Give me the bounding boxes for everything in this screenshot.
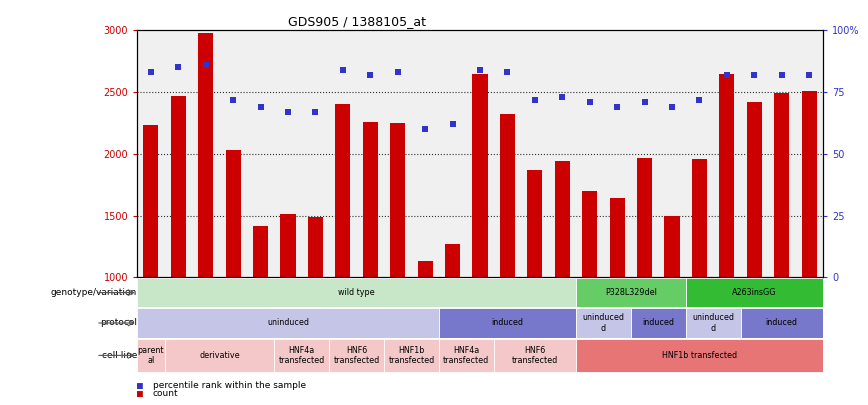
Bar [576,278,686,307]
Bar [439,309,576,338]
Bar [439,339,494,372]
Bar [576,309,631,338]
Bar [692,159,707,277]
Bar [384,339,439,372]
Text: HNF1b
transfected: HNF1b transfected [388,346,435,365]
Text: parent
al: parent al [138,346,164,365]
Bar [802,91,817,277]
Bar [582,191,597,277]
Text: percentile rank within the sample: percentile rank within the sample [153,381,306,390]
Bar [137,278,576,307]
Bar [253,226,268,277]
Bar [418,261,432,277]
Bar [226,150,240,277]
Text: induced: induced [642,318,674,328]
Bar [576,339,823,372]
Bar [363,122,378,277]
Bar [335,104,351,277]
Text: GDS905 / 1388105_at: GDS905 / 1388105_at [288,15,426,28]
Text: uninduced
d: uninduced d [582,313,624,333]
Text: induced: induced [491,318,523,328]
Bar [308,217,323,277]
Text: uninduced: uninduced [267,318,309,328]
Bar [329,339,384,372]
Bar [143,126,158,277]
Bar [137,309,439,338]
Text: HNF6
transfected: HNF6 transfected [512,346,558,365]
Bar [686,278,823,307]
Text: HNF6
transfected: HNF6 transfected [333,346,379,365]
Text: induced: induced [766,318,798,328]
Bar [637,158,652,277]
Text: cell line: cell line [102,351,137,360]
Bar [445,244,460,277]
Text: count: count [153,389,179,398]
Bar [740,309,823,338]
Bar [774,94,789,277]
Bar [746,102,762,277]
Text: derivative: derivative [199,351,240,360]
Bar [165,339,274,372]
Bar [609,198,625,277]
Text: genotype/variation: genotype/variation [51,288,137,297]
Text: HNF4a
transfected: HNF4a transfected [444,346,490,365]
Text: ■: ■ [137,389,143,399]
Bar [137,339,165,372]
Bar [494,339,576,372]
Bar [274,339,329,372]
Bar [665,215,680,277]
Text: HNF1b transfected: HNF1b transfected [662,351,737,360]
Text: A263insGG: A263insGG [732,288,777,297]
Text: P328L329del: P328L329del [605,288,657,297]
Bar [280,214,295,277]
Bar [171,96,186,277]
Bar [198,33,214,277]
Text: protocol: protocol [100,318,137,328]
Bar [631,309,686,338]
Bar [720,74,734,277]
Bar [555,161,569,277]
Text: ■: ■ [137,381,143,391]
Bar [500,114,515,277]
Bar [472,74,488,277]
Bar [528,170,542,277]
Text: wild type: wild type [339,288,375,297]
Text: HNF4a
transfected: HNF4a transfected [279,346,325,365]
Bar [686,309,740,338]
Text: uninduced
d: uninduced d [692,313,734,333]
Bar [391,123,405,277]
